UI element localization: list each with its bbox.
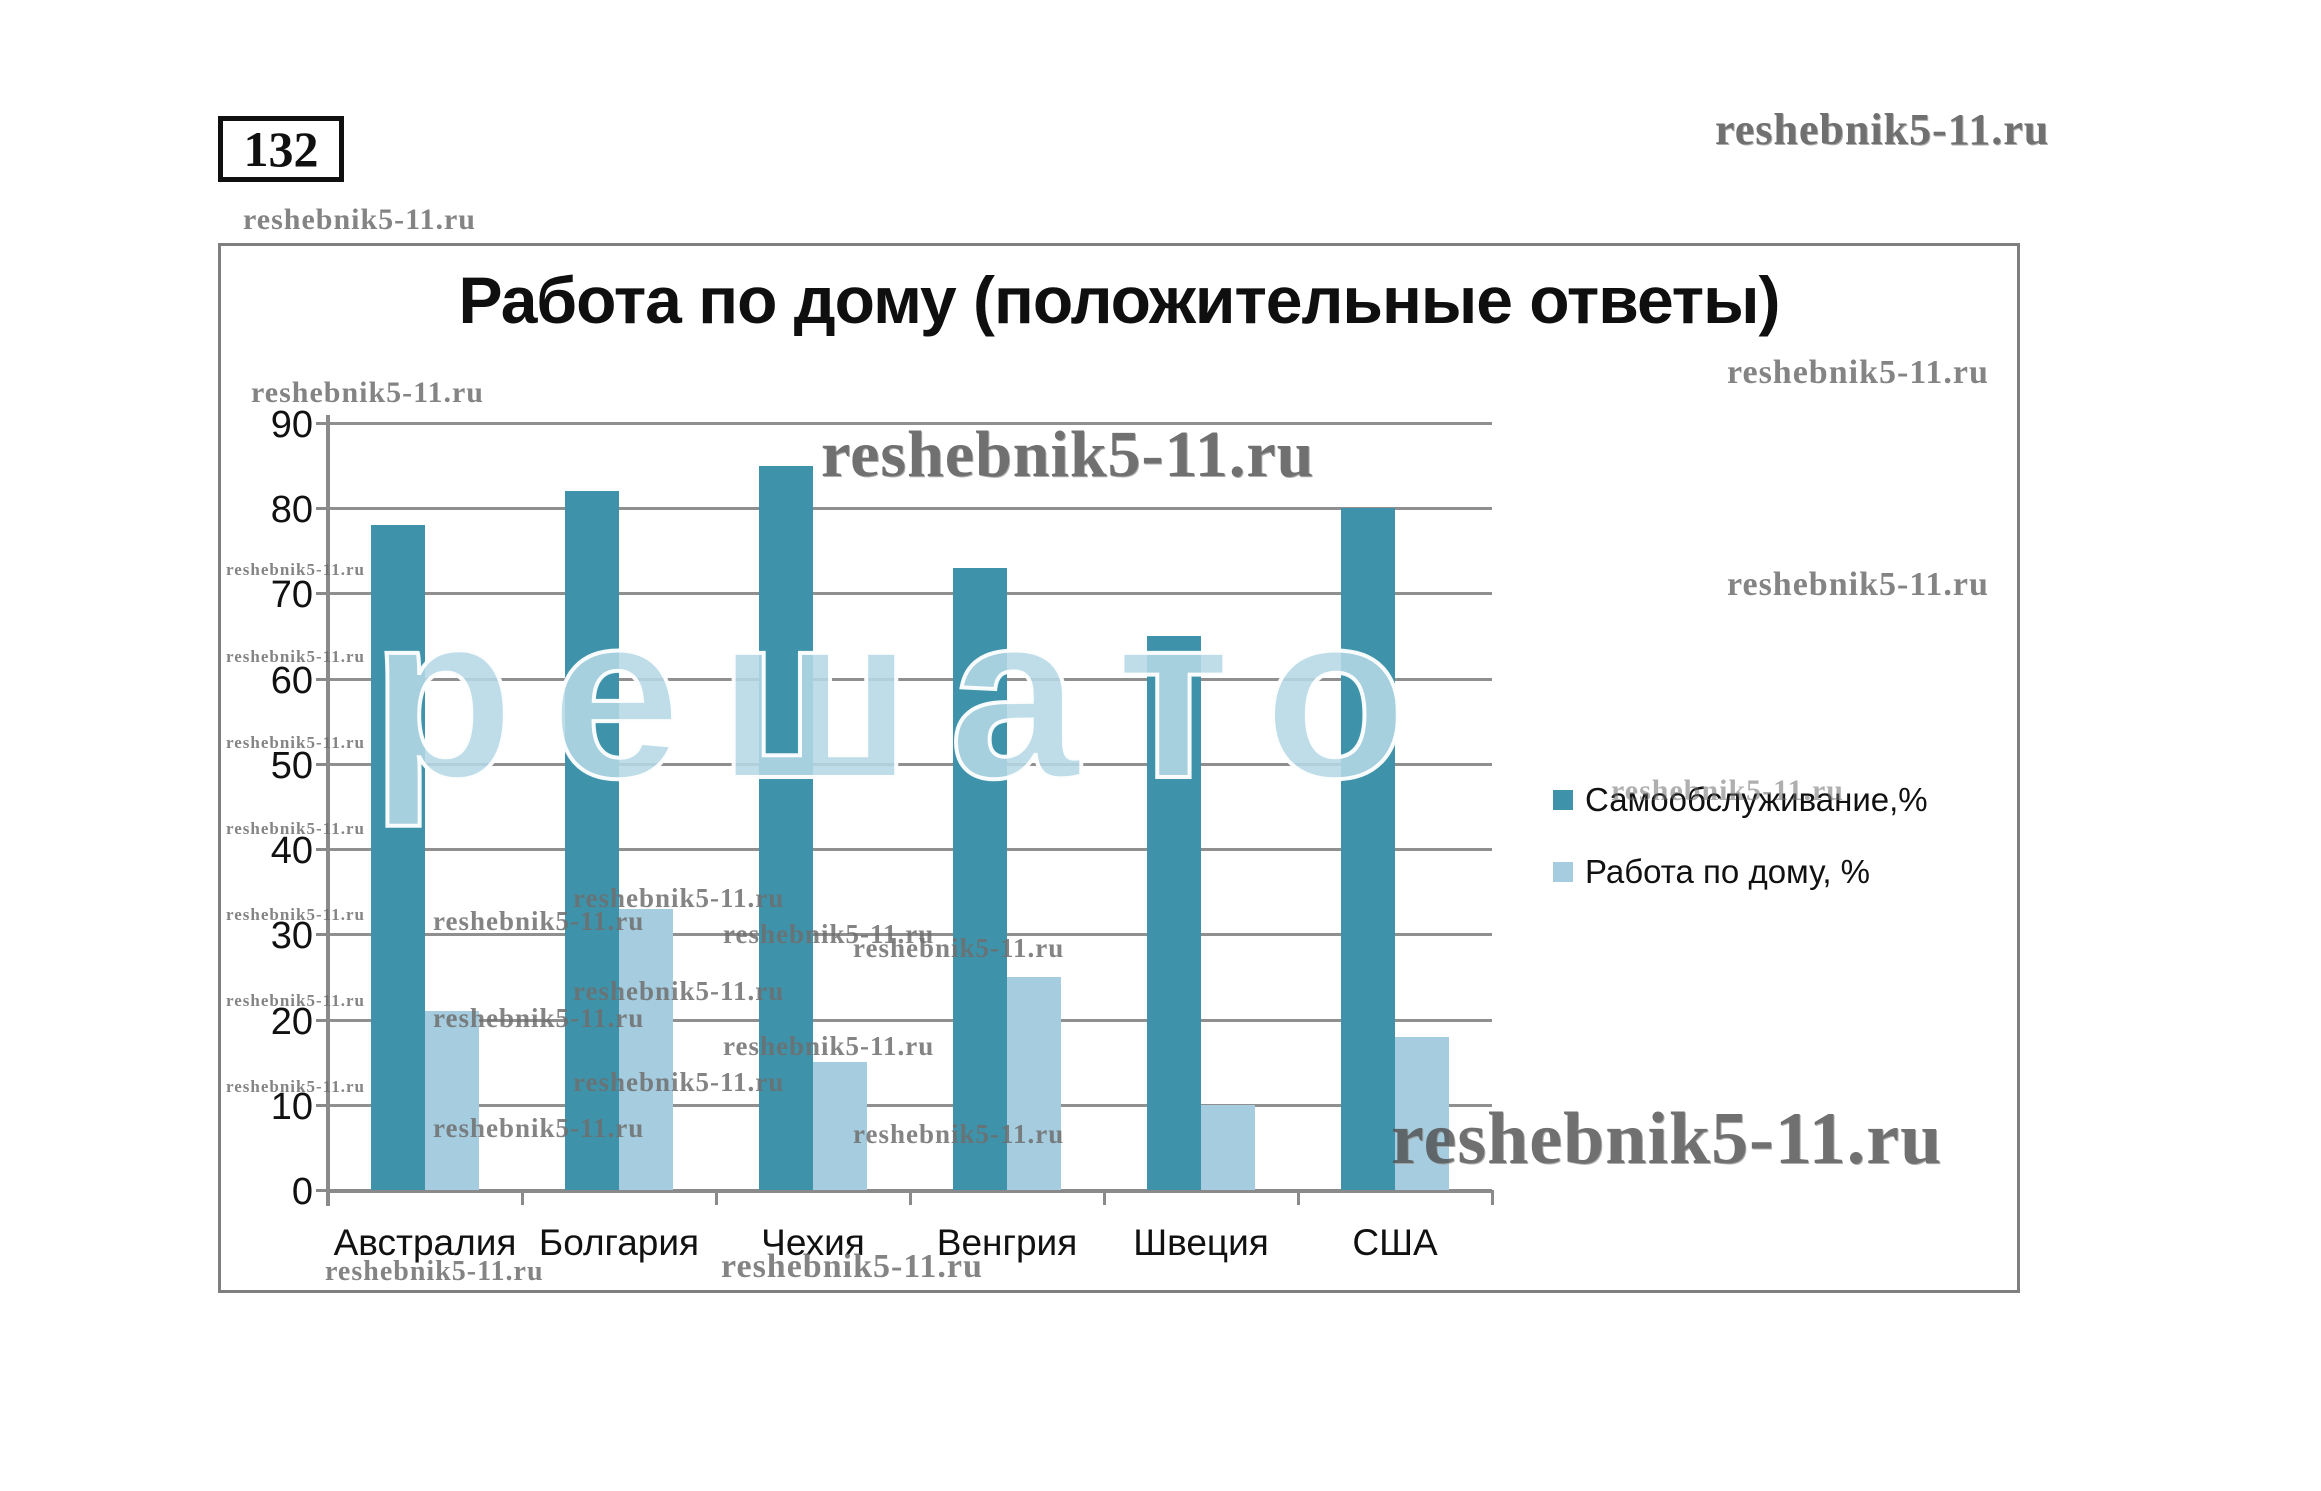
- y-axis-tick-label: 60: [270, 659, 313, 702]
- legend-label-self-service: Самообслуживание,%: [1585, 781, 1928, 818]
- watermark-text: reshebnik5-11.ru: [433, 1003, 645, 1033]
- bar-self-service-3: [759, 466, 813, 1190]
- x-axis-tick: [1491, 1190, 1494, 1205]
- y-axis-tick-label: 80: [270, 489, 313, 532]
- y-axis-tick: [316, 1189, 328, 1192]
- y-axis-tick-label: 0: [291, 1171, 313, 1213]
- watermark-text: reshebnik5-11.ru: [226, 647, 365, 666]
- gridline: [328, 1103, 1492, 1107]
- bar-housework-1: [425, 1011, 479, 1190]
- y-axis-tick: [316, 848, 328, 852]
- legend-label-housework: Работа по дому, %: [1585, 853, 1870, 890]
- watermark-text: reshebnik5-11.ru: [723, 919, 935, 949]
- bar-housework-3: [813, 1062, 867, 1190]
- watermark-text: reshebnik5-11.ru: [226, 1077, 365, 1096]
- watermark-text: reshebnik5-11.ru: [1727, 566, 1989, 603]
- y-axis-line: [326, 415, 330, 1206]
- legend-swatch-self-service: [1553, 790, 1573, 810]
- x-axis-tick: [521, 1190, 524, 1205]
- y-axis-tick: [316, 762, 328, 766]
- watermark-text: reshebnik5-11.ru: [226, 991, 365, 1010]
- gridline: [328, 592, 1492, 596]
- x-axis-category-label: Венгрия: [936, 1222, 1078, 1263]
- gridline: [328, 422, 1492, 425]
- watermark-text: reshebnik5-11.ru: [433, 1113, 645, 1143]
- watermark-text: reshebnik5-11.ru: [573, 1067, 785, 1097]
- y-axis-tick-label: 50: [270, 744, 313, 787]
- x-axis-tick: [327, 1190, 330, 1205]
- legend-item-housework: Работа по дому, %: [1553, 853, 1870, 891]
- problem-number: 132: [243, 121, 319, 177]
- watermark-text: reshebnik5-11.ru: [853, 933, 1065, 963]
- gridline: [328, 1018, 1492, 1022]
- watermark-text: reshebnik5-11.ru: [853, 1119, 1065, 1149]
- y-axis-tick-label: 70: [270, 574, 313, 617]
- bar-self-service-6: [1341, 508, 1395, 1190]
- watermark-text: reshebnik5-11.ru: [325, 1256, 544, 1287]
- watermark-text: reshebnik5-11.ru: [251, 376, 484, 409]
- y-axis-tick: [316, 1103, 328, 1107]
- watermark-text: reshebnik5-11.ru: [433, 906, 645, 936]
- watermark-text: reshebnik5-11.ru: [1611, 774, 1844, 807]
- y-axis-tick: [316, 933, 328, 937]
- x-axis-category-label: Болгария: [538, 1222, 700, 1263]
- y-axis-tick: [316, 507, 328, 511]
- y-axis-tick: [316, 1018, 328, 1022]
- y-axis-tick-label: 30: [270, 915, 313, 958]
- watermark-text: reshebnik5-11.ru: [1727, 354, 1989, 391]
- x-axis-tick: [1103, 1190, 1106, 1205]
- watermark-text: reshebnik5-11.ru: [1391, 1098, 1943, 1180]
- bar-housework-2: [619, 909, 673, 1190]
- bar-self-service-4: [953, 568, 1007, 1190]
- watermark-text: reshebnik5-11.ru: [226, 819, 365, 838]
- legend-item-self-service: Самообслуживание,%: [1553, 781, 1928, 819]
- y-axis-tick-label: 90: [270, 404, 313, 446]
- watermark-text: reshebnik5-11.ru: [573, 976, 785, 1006]
- bar-housework-6: [1395, 1037, 1449, 1190]
- y-axis-tick-label: 10: [270, 1085, 313, 1128]
- x-axis-category-label: Швеция: [1133, 1222, 1269, 1263]
- bar-self-service-2: [565, 491, 619, 1190]
- bar-housework-5: [1201, 1105, 1255, 1190]
- x-axis-category-label: Чехия: [761, 1222, 865, 1263]
- gridline: [328, 677, 1492, 681]
- watermark-text: reshebnik5-11.ru: [721, 1248, 983, 1285]
- bar-self-service-5: [1147, 636, 1201, 1190]
- watermark-text: reshebnik5-11.ru: [226, 733, 365, 752]
- x-axis-tick: [1297, 1190, 1300, 1205]
- chart-frame: Работа по дому (положительные ответы) 90…: [218, 243, 2020, 1293]
- big-watermark-overlay: решато: [369, 564, 1444, 827]
- y-axis-tick: [316, 592, 328, 596]
- watermark-text: reshebnik5-11.ru: [723, 1031, 935, 1061]
- gridline: [328, 507, 1492, 511]
- gridline: [328, 762, 1492, 766]
- x-axis-tick: [715, 1190, 718, 1205]
- bar-self-service-1: [371, 525, 425, 1190]
- chart-title: Работа по дому (положительные ответы): [458, 263, 1781, 337]
- watermark-text: reshebnik5-11.ru: [243, 203, 476, 236]
- watermark-text: reshebnik5-11.ru: [821, 418, 1315, 491]
- watermark-text: reshebnik5-11.ru: [1715, 105, 2050, 154]
- legend-swatch-housework: [1553, 862, 1573, 882]
- x-axis-category-label: США: [1352, 1222, 1438, 1263]
- bar-housework-4: [1007, 977, 1061, 1190]
- y-axis-tick-label: 40: [270, 830, 313, 873]
- gridline: [328, 933, 1492, 937]
- y-axis-tick: [316, 422, 328, 425]
- gridline: [328, 848, 1492, 852]
- problem-number-box: 132: [218, 116, 344, 182]
- watermark-text: reshebnik5-11.ru: [573, 883, 785, 913]
- x-axis-category-label: Австралия: [333, 1222, 517, 1263]
- y-axis-tick-label: 20: [270, 1000, 313, 1043]
- watermark-text: reshebnik5-11.ru: [226, 560, 365, 579]
- x-axis-tick: [909, 1190, 912, 1205]
- y-axis-tick: [316, 677, 328, 681]
- watermark-text: reshebnik5-11.ru: [226, 905, 365, 924]
